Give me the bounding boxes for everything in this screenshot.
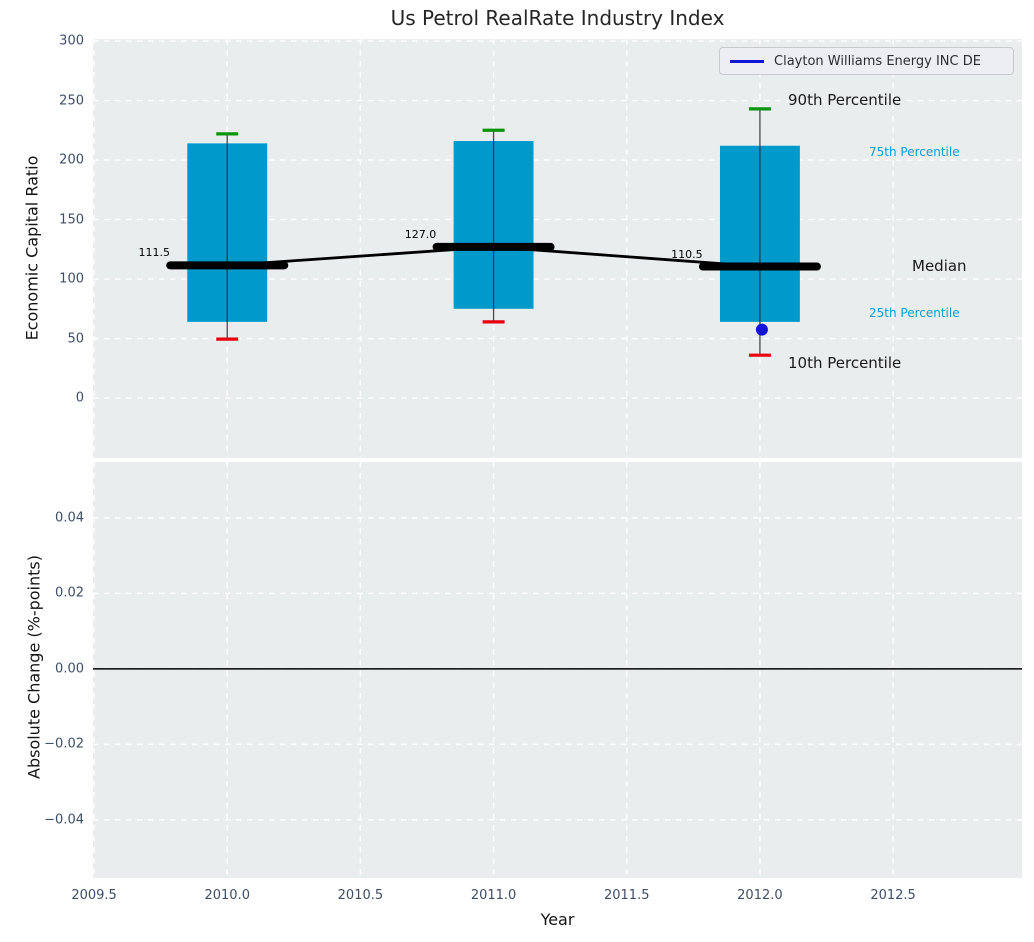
- annotation-90th-percentile: 90th Percentile: [788, 91, 901, 109]
- x-tick-2009.5: 2009.5: [71, 888, 117, 903]
- top-y-tick-200: 200: [14, 153, 84, 168]
- top-y-tick-50: 50: [14, 331, 84, 346]
- annotation-25th-percentile: 25th Percentile: [869, 306, 960, 320]
- company-data-point: [756, 324, 768, 336]
- annotation-75th-percentile: 75th Percentile: [869, 145, 960, 159]
- top-y-tick-0: 0: [14, 391, 84, 406]
- bottom-y-tick-−0.02: −0.02: [14, 737, 84, 752]
- figure: Us Petrol RealRate Industry Index Econom…: [0, 0, 1034, 942]
- top-y-tick-100: 100: [14, 272, 84, 287]
- x-tick-2010.5: 2010.5: [338, 888, 384, 903]
- x-tick-2010.0: 2010.0: [204, 888, 250, 903]
- bottom-y-tick-0.04: 0.04: [14, 510, 84, 525]
- legend-line-sample: [730, 60, 764, 63]
- x-tick-2011.5: 2011.5: [604, 888, 650, 903]
- median-value-label-2010: 111.5: [138, 246, 170, 259]
- chart-title: Us Petrol RealRate Industry Index: [93, 6, 1022, 30]
- median-value-label-2011: 127.0: [405, 228, 437, 241]
- legend: Clayton Williams Energy INC DE: [719, 47, 1014, 75]
- annotation-median: Median: [912, 257, 967, 275]
- legend-label: Clayton Williams Energy INC DE: [774, 54, 981, 69]
- x-tick-2012.5: 2012.5: [870, 888, 916, 903]
- top-y-tick-250: 250: [14, 93, 84, 108]
- x-tick-2011.0: 2011.0: [471, 888, 517, 903]
- x-axis-label: Year: [93, 910, 1022, 929]
- bottom-y-tick-−0.04: −0.04: [14, 812, 84, 827]
- median-value-label-2012: 110.5: [671, 248, 703, 261]
- bottom-y-tick-0.00: 0.00: [14, 661, 84, 676]
- bottom-axes-change-panel: [93, 462, 1022, 878]
- annotation-10th-percentile: 10th Percentile: [788, 354, 901, 372]
- bottom-y-tick-0.02: 0.02: [14, 586, 84, 601]
- x-tick-2012.0: 2012.0: [737, 888, 783, 903]
- top-y-tick-150: 150: [14, 212, 84, 227]
- top-y-axis-label: Economic Capital Ratio: [23, 156, 42, 341]
- top-y-tick-300: 300: [14, 34, 84, 49]
